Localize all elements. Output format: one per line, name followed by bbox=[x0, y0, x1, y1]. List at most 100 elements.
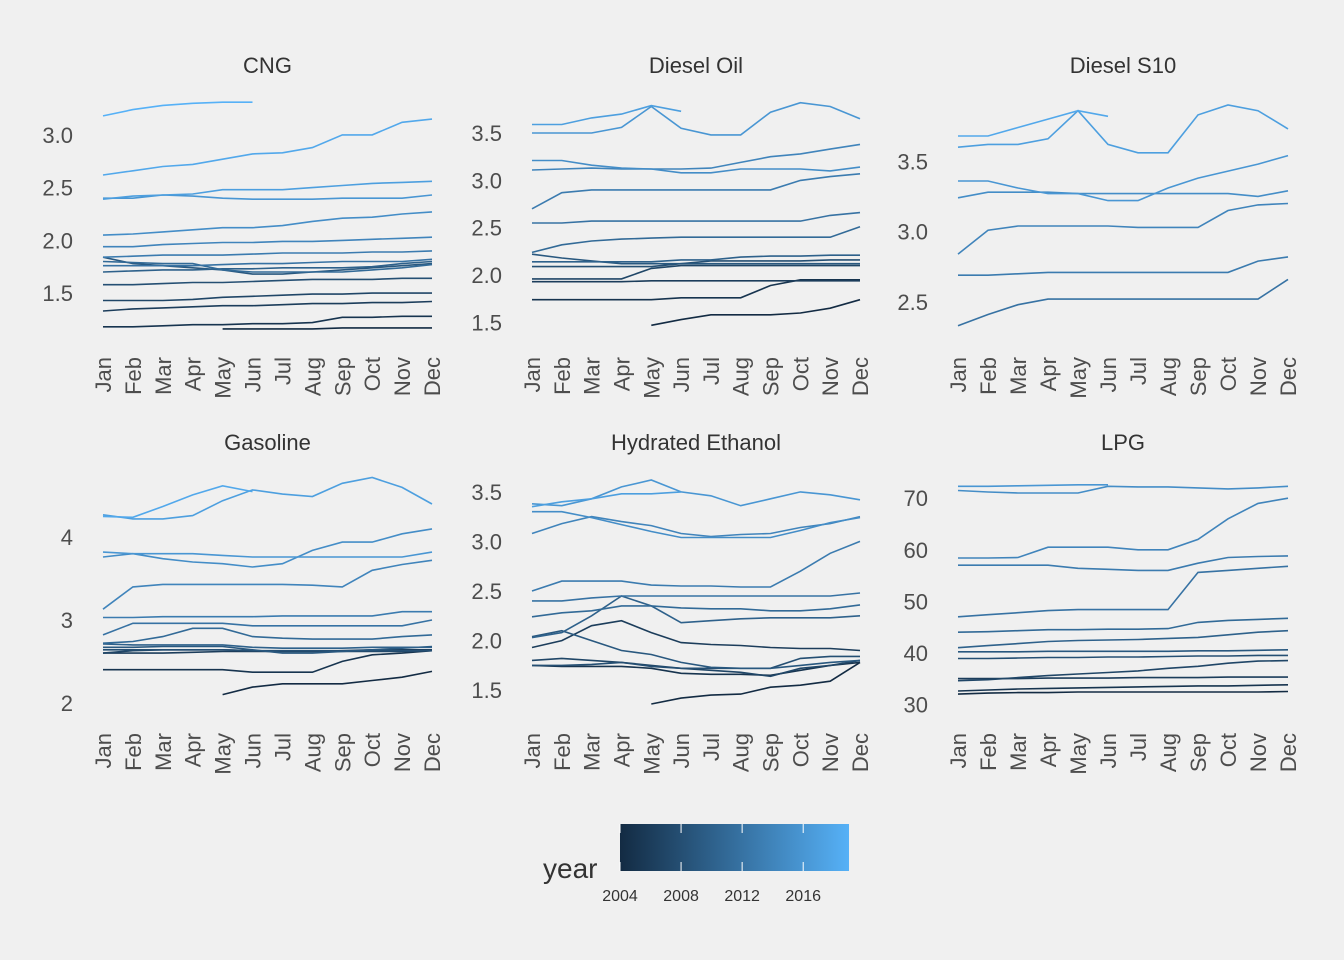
series-line-2016 bbox=[958, 484, 1108, 488]
y-tick-label: 3.5 bbox=[471, 121, 502, 146]
y-tick-label: 3 bbox=[61, 608, 73, 633]
series-line-2004 bbox=[222, 670, 433, 696]
panel-title: Gasoline bbox=[224, 430, 311, 455]
x-tick-label: Nov bbox=[1246, 733, 1271, 772]
x-tick-label: Mar bbox=[580, 357, 605, 395]
legend-tick-label: 2012 bbox=[724, 888, 760, 905]
series-line-2012 bbox=[957, 278, 1289, 327]
x-tick-label: Apr bbox=[1036, 733, 1061, 767]
series-line-2010 bbox=[102, 260, 433, 273]
series-line-2010 bbox=[531, 595, 861, 639]
legend: year 2004 2008 2012 2016 bbox=[543, 824, 849, 905]
series-line-2016 bbox=[532, 101, 861, 136]
series-line-2014 bbox=[103, 236, 433, 248]
x-tick-label: Apr bbox=[609, 357, 634, 391]
panel-gasoline: Gasoline 2 3 4 Jan Feb Mar Apr May Jun Jul Aug Sep Oc… bbox=[61, 430, 445, 775]
series-line-2015 bbox=[102, 211, 433, 236]
series-line-2013 bbox=[958, 555, 1289, 572]
panel-hydrated-ethanol: Hydrated Ethanol 1.5 2.0 2.5 3.0 3.5 Jan Feb Mar… bbox=[471, 430, 873, 775]
x-tick-label: Dec bbox=[848, 357, 873, 396]
x-tick-label: Dec bbox=[1276, 357, 1301, 396]
x-tick-label: Nov bbox=[390, 733, 415, 772]
panel-diesel-s10: Diesel S10 2.5 3.0 3.5 Jan Feb Mar Apr May Jun Jul… bbox=[897, 53, 1301, 399]
series-line-2009 bbox=[103, 645, 433, 654]
y-tick-label: 3.0 bbox=[471, 168, 502, 193]
x-tick-label: Jul bbox=[699, 733, 724, 761]
x-tick-label: Jun bbox=[1096, 733, 1121, 768]
y-tick-label: 3.5 bbox=[471, 480, 502, 505]
x-tick-label: Feb bbox=[550, 733, 575, 771]
x-tick-label: Aug bbox=[1156, 733, 1181, 772]
series-line-2009 bbox=[531, 253, 860, 265]
series-line-2013 bbox=[958, 256, 1289, 276]
series-line-2012 bbox=[532, 592, 861, 602]
series-line-2013 bbox=[103, 610, 432, 619]
x-tick-label: Jan bbox=[946, 733, 971, 768]
y-tick-label: 1.5 bbox=[471, 678, 502, 703]
series-line-2005 bbox=[103, 315, 432, 328]
y-tick-label: 40 bbox=[904, 641, 928, 666]
x-tick-label: Mar bbox=[1006, 733, 1031, 771]
series-line-2004 bbox=[651, 298, 861, 327]
series-line-2018 bbox=[102, 484, 253, 519]
y-tick-label: 30 bbox=[904, 692, 928, 717]
x-tick-label: Oct bbox=[788, 357, 813, 391]
x-tick-label: May bbox=[1066, 357, 1091, 399]
y-tick-label: 3.0 bbox=[42, 123, 73, 148]
series-line-2012 bbox=[532, 211, 861, 224]
x-tick-label: Jul bbox=[1126, 733, 1151, 761]
series-line-2004 bbox=[957, 690, 1289, 695]
y-tick-label: 1.5 bbox=[471, 310, 502, 335]
series-line-2014 bbox=[958, 497, 1289, 559]
y-tick-label: 1.5 bbox=[42, 281, 73, 306]
x-tick-label: Sep bbox=[330, 733, 355, 772]
x-tick-label: May bbox=[639, 733, 664, 775]
x-tick-label: Jun bbox=[669, 357, 694, 392]
series-line-2004 bbox=[222, 327, 432, 330]
series-line-2009 bbox=[958, 649, 1289, 653]
series-line-2014 bbox=[102, 559, 433, 610]
series-line-2014 bbox=[531, 515, 861, 538]
series-line-2018 bbox=[102, 118, 433, 176]
y-tick-label: 50 bbox=[904, 589, 928, 614]
series-line-2012 bbox=[102, 619, 433, 636]
series-line-2017 bbox=[532, 104, 682, 126]
x-tick-label: Oct bbox=[360, 357, 385, 391]
series-line-2009 bbox=[531, 629, 861, 670]
x-tick-label: Feb bbox=[550, 357, 575, 395]
series-line-2007 bbox=[532, 264, 860, 280]
x-tick-label: Nov bbox=[818, 733, 843, 772]
panel-lpg: LPG 30 40 50 60 70 Jan Feb Mar Apr May Jun Jul Aug Sep… bbox=[904, 430, 1301, 775]
x-tick-label: Mar bbox=[580, 733, 605, 771]
legend-tick-label: 2008 bbox=[663, 888, 699, 905]
y-tick-label: 60 bbox=[904, 538, 928, 563]
series-line-2007 bbox=[531, 657, 861, 678]
x-tick-label: Nov bbox=[390, 357, 415, 396]
series-line-2008 bbox=[532, 655, 860, 670]
series-line-2004 bbox=[651, 661, 861, 705]
y-tick-label: 2.5 bbox=[471, 216, 502, 241]
x-tick-label: Feb bbox=[976, 357, 1001, 395]
panel-title: CNG bbox=[243, 53, 292, 78]
x-tick-label: Jun bbox=[1096, 357, 1121, 392]
legend-tick-label: 2016 bbox=[785, 888, 821, 905]
series-line-2013 bbox=[102, 250, 433, 258]
series-line-2006 bbox=[102, 300, 433, 312]
x-tick-label: Sep bbox=[759, 733, 784, 772]
y-tick-label: 2.0 bbox=[471, 629, 502, 654]
series-line-2016 bbox=[102, 551, 433, 558]
series-line-2016 bbox=[958, 154, 1289, 202]
series-line-2014 bbox=[531, 143, 861, 171]
legend-colorbar bbox=[620, 824, 849, 871]
x-tick-label: Sep bbox=[759, 357, 784, 396]
x-tick-label: Aug bbox=[729, 733, 754, 772]
x-tick-label: Oct bbox=[1216, 357, 1241, 391]
y-tick-label: 2.5 bbox=[42, 176, 73, 201]
x-tick-label: Aug bbox=[300, 357, 325, 396]
series-line-2017 bbox=[102, 180, 433, 200]
x-tick-label: Jun bbox=[669, 733, 694, 768]
x-tick-label: Sep bbox=[330, 357, 355, 396]
panel-title: Diesel S10 bbox=[1070, 53, 1176, 78]
